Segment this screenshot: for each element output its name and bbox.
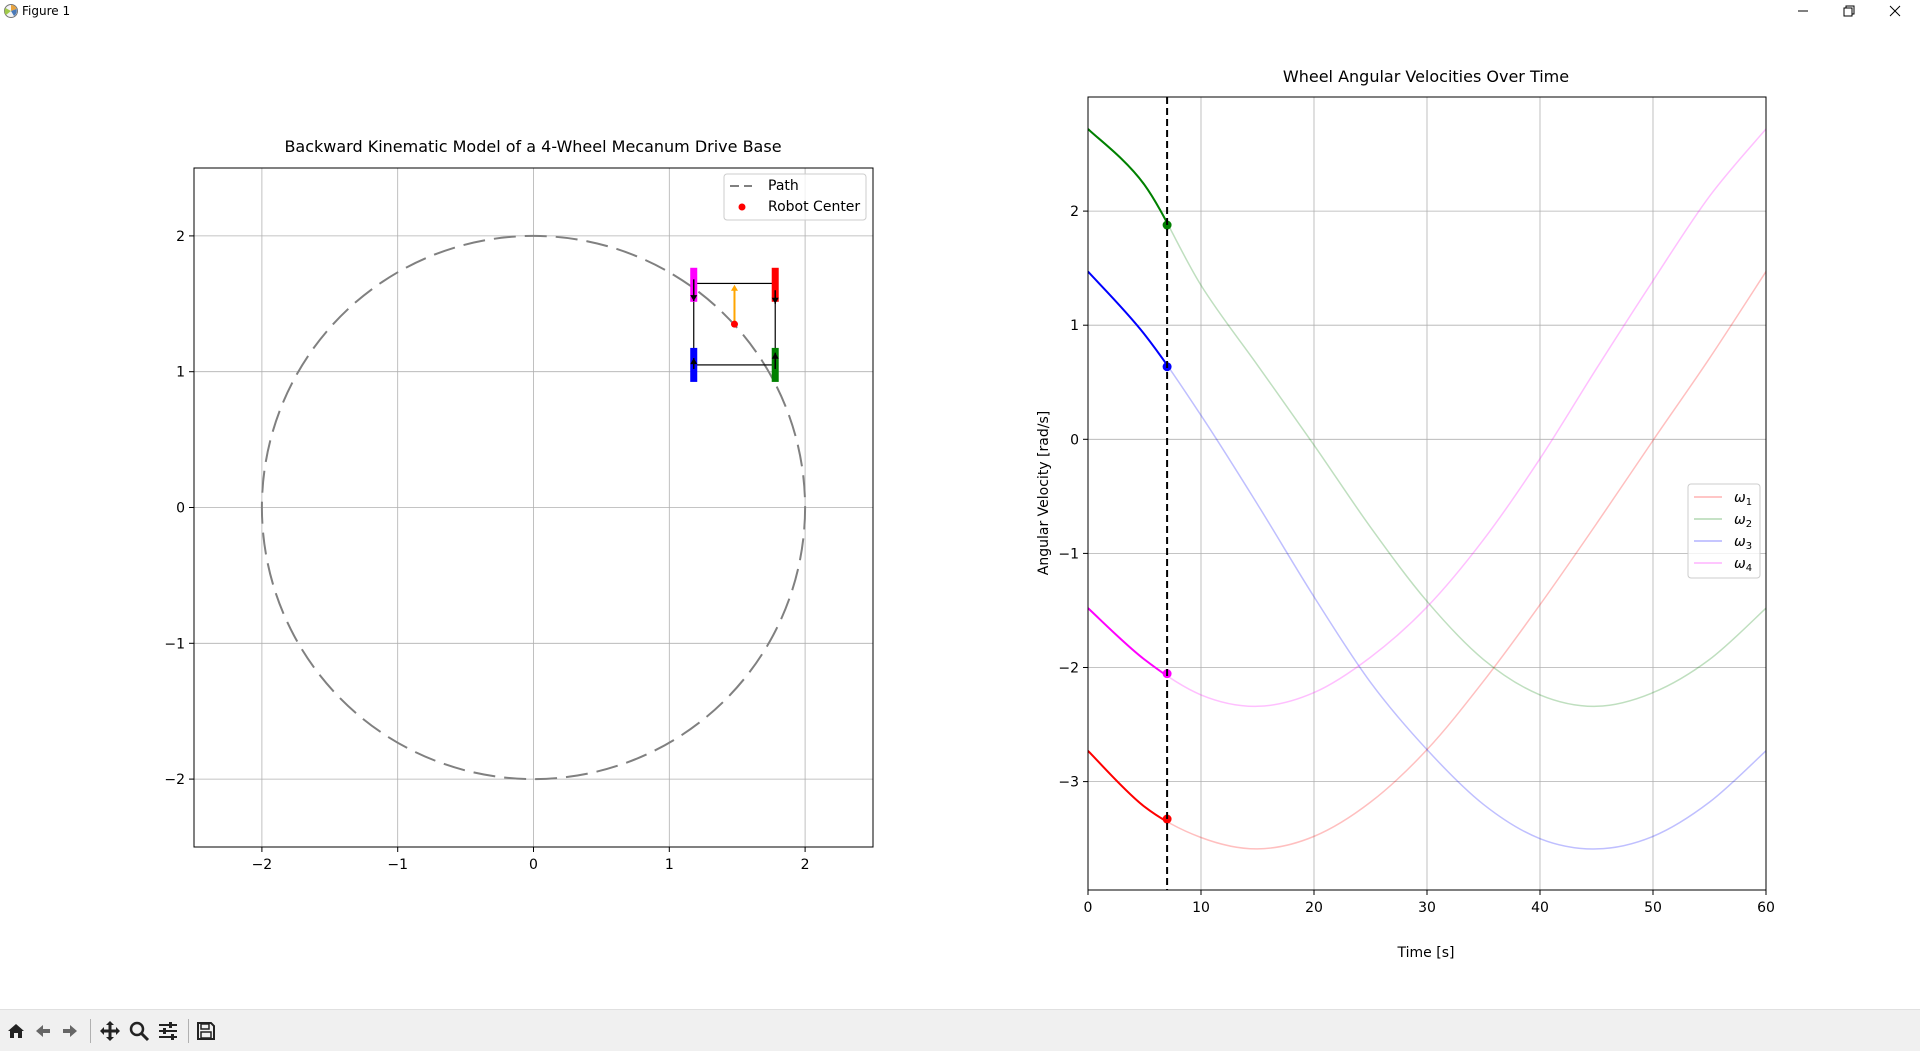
- wheel-velocity-arrowhead: [690, 295, 698, 302]
- x-tick-label: 20: [1305, 900, 1323, 916]
- x-axis-label: Time [s]: [1397, 945, 1455, 961]
- left-legend: Path Robot Center: [723, 173, 867, 221]
- window-title: Figure 1: [22, 4, 71, 18]
- restore-icon: [1843, 5, 1855, 17]
- zoom-button[interactable]: [126, 1018, 152, 1044]
- x-tick-label: 1: [665, 857, 674, 873]
- path-circle: [260, 234, 807, 781]
- left-legend-box: [723, 173, 867, 221]
- wheel-velocity-arrowhead: [771, 352, 779, 359]
- y-tick-label: 1: [1070, 318, 1079, 334]
- x-tick-label: −1: [387, 857, 408, 873]
- forward-icon: [63, 1025, 77, 1037]
- kinematic-model-axes: Backward Kinematic Model of a 4-Wheel Me…: [164, 137, 874, 873]
- pan-icon: [100, 1021, 120, 1041]
- wheel-velocity-arrowhead: [771, 297, 779, 304]
- velocity-series: [1087, 97, 1767, 890]
- toolbar-separator: [90, 1019, 91, 1043]
- robot-body: [690, 267, 779, 382]
- home-icon: [8, 1024, 24, 1038]
- wheel-velocity-arrowhead: [690, 358, 698, 365]
- y-tick-label: 0: [1070, 432, 1079, 448]
- y-tick-label: 2: [176, 229, 185, 245]
- robot-center-point: [730, 320, 738, 328]
- matplotlib-app-icon: [4, 4, 18, 18]
- left-ticks: −2 −2 −1 −1 0 0 1 1 2 2: [164, 229, 809, 873]
- y-tick-label: 2: [1070, 204, 1079, 220]
- minimize-button[interactable]: [1780, 0, 1826, 22]
- left-plot-title: Backward Kinematic Model of a 4-Wheel Me…: [284, 137, 781, 156]
- x-tick-label: 60: [1757, 900, 1775, 916]
- heading-arrowhead: [730, 284, 738, 291]
- figure-canvas: Backward Kinematic Model of a 4-Wheel Me…: [164, 67, 1775, 961]
- x-tick-label: 30: [1418, 900, 1436, 916]
- right-axes-frame: [1087, 96, 1767, 891]
- x-tick-label: 0: [529, 857, 538, 873]
- y-tick-label: −2: [1058, 661, 1079, 677]
- configure-subplots-button[interactable]: [155, 1018, 181, 1044]
- series-line-faded-1: [1087, 271, 1767, 850]
- right-plot-title: Wheel Angular Velocities Over Time: [1283, 67, 1569, 86]
- wheel-velocity-axes: Wheel Angular Velocities Over Time 0 10 20…: [1036, 67, 1775, 961]
- navigation-toolbar: [0, 1009, 1920, 1051]
- left-axes-frame: [193, 167, 874, 848]
- window-titlebar: Figure 1: [0, 0, 1920, 24]
- x-tick-label: 2: [801, 857, 810, 873]
- x-tick-label: 50: [1644, 900, 1662, 916]
- left-grid: [194, 168, 873, 847]
- y-tick-label: −1: [1058, 546, 1079, 562]
- pan-button[interactable]: [97, 1018, 123, 1044]
- y-tick-label: 1: [176, 365, 185, 381]
- y-tick-label: −3: [1058, 775, 1079, 791]
- home-button[interactable]: [3, 1018, 29, 1044]
- y-axis-label: Angular Velocity [rad/s]: [1036, 411, 1052, 575]
- save-button[interactable]: [193, 1018, 219, 1044]
- restore-button[interactable]: [1826, 0, 1872, 22]
- right-ticks: 0 10 20 30 40 50 60 −3 −2 −1 0 1 2: [1058, 204, 1775, 916]
- current-value-marker-1: [1162, 814, 1172, 824]
- configure-subplots-icon: [159, 1022, 177, 1040]
- legend-robot-center-swatch: [738, 203, 746, 211]
- path-line: [260, 234, 807, 781]
- y-tick-label: −1: [164, 636, 185, 652]
- x-tick-label: 40: [1531, 900, 1549, 916]
- y-tick-label: −2: [164, 772, 185, 788]
- series-line-faded-2: [1087, 128, 1767, 708]
- back-icon: [36, 1025, 50, 1037]
- forward-button[interactable]: [57, 1018, 83, 1044]
- series-line-faded-3: [1087, 271, 1767, 850]
- zoom-icon: [129, 1021, 150, 1042]
- x-tick-label: −2: [252, 857, 273, 873]
- legend-path-label: Path: [768, 178, 799, 194]
- save-icon: [197, 1022, 215, 1040]
- right-legend-box: [1687, 483, 1761, 579]
- x-tick-label: 0: [1084, 900, 1093, 916]
- legend-robot-center-label: Robot Center: [768, 199, 860, 215]
- close-button[interactable]: [1872, 0, 1918, 22]
- close-icon: [1889, 5, 1901, 17]
- y-tick-label: 0: [176, 501, 185, 517]
- x-tick-label: 10: [1192, 900, 1210, 916]
- back-button[interactable]: [30, 1018, 56, 1044]
- toolbar-separator: [188, 1019, 189, 1043]
- wheel-front-right: [771, 267, 779, 302]
- minimize-icon: [1798, 10, 1808, 12]
- current-value-marker-2: [1162, 220, 1172, 230]
- robot-chassis: [693, 282, 776, 366]
- series-line-faded-4: [1087, 128, 1767, 708]
- right-grid: [1087, 97, 1767, 890]
